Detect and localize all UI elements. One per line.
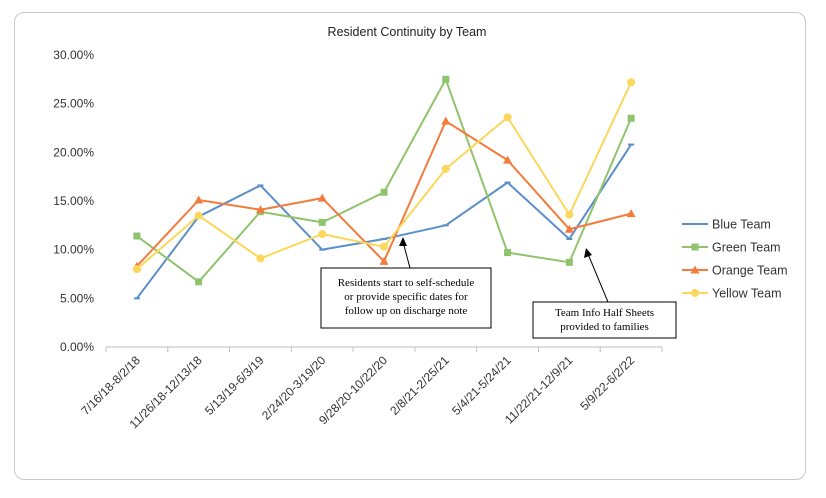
chart-frame (14, 12, 806, 480)
data-point (627, 78, 636, 87)
plot-area (132, 75, 636, 300)
data-point (691, 289, 699, 297)
data-point (132, 265, 141, 274)
legend-label: Yellow Team (712, 287, 782, 301)
y-tick-label: 25.00% (53, 97, 94, 111)
annotation-text: or provide specific dates for (344, 291, 468, 303)
data-point (318, 218, 326, 226)
x-tick-label: 2/24/20-3/19/20 (259, 353, 329, 423)
data-point (318, 230, 327, 239)
data-point (133, 232, 141, 240)
data-point (442, 224, 449, 227)
data-point (317, 193, 327, 202)
x-tick-label: 2/8/21-2/25/21 (387, 353, 452, 418)
y-tick-label: 0.00% (60, 340, 94, 354)
y-tick-label: 20.00% (53, 145, 94, 159)
annotation-text: provided to families (560, 321, 649, 333)
data-point (256, 254, 265, 263)
data-point (504, 181, 511, 184)
data-point (691, 243, 699, 251)
data-point (379, 256, 389, 265)
x-tick-label: 7/16/18-8/2/18 (78, 353, 143, 418)
data-point (504, 249, 512, 257)
data-point (195, 278, 203, 286)
legend: Blue Team Green Team Orange Team Yellow Tea… (682, 218, 788, 301)
data-point (692, 223, 698, 225)
series-line (136, 81, 633, 270)
series-line (136, 78, 633, 283)
data-point (626, 209, 636, 218)
series-yellow-team (132, 78, 636, 274)
legend-label: Orange Team (712, 264, 788, 278)
data-point (380, 242, 388, 251)
data-point (565, 258, 573, 266)
data-point (194, 195, 204, 204)
legend-item: Orange Team (682, 264, 788, 278)
data-point (566, 237, 573, 240)
data-point (627, 114, 635, 122)
data-point (503, 155, 513, 164)
series-orange-team (132, 116, 636, 270)
data-point (441, 116, 451, 125)
annotation-text: Team Info Half Sheets (555, 307, 654, 319)
y-axis: 0.00% 5.00% 10.00% 15.00% 20.00% 25.00% 30.00% (53, 48, 94, 354)
data-point (441, 164, 450, 173)
x-tick-label: 11/22/21-12/9/21 (502, 353, 576, 427)
legend-label: Green Team (712, 241, 781, 255)
x-tick-label: 5/4/21-5/24/21 (449, 353, 514, 418)
y-tick-label: 15.00% (53, 194, 94, 208)
annotation-box (320, 267, 492, 329)
x-tick-label: 5/9/22-6/2/22 (577, 353, 637, 413)
data-point (503, 113, 512, 122)
annotation-arrow (587, 253, 609, 303)
data-point (255, 205, 265, 214)
annotation-arrowhead (399, 237, 407, 246)
y-tick-label: 30.00% (53, 48, 94, 62)
annotation-self-schedule: Residents start to self-schedule or provi… (320, 237, 492, 329)
data-point (690, 265, 700, 274)
y-tick-label: 10.00% (53, 243, 94, 257)
legend-item: Yellow Team (682, 287, 782, 301)
data-point (194, 211, 203, 220)
chart-title: Resident Continuity by Team (328, 25, 487, 39)
annotation-arrowhead (584, 248, 592, 258)
annotation-half-sheets: Team Info Half Sheets provided to familie… (532, 248, 677, 339)
annotations: Residents start to self-schedule or provi… (320, 237, 677, 339)
data-point (381, 237, 387, 240)
annotation-text: Residents start to self-schedule (338, 277, 475, 289)
x-axis: 7/16/18-8/2/1811/26/18-12/13/185/13/19-6… (78, 346, 663, 431)
annotation-box (532, 301, 677, 339)
series-green-team (133, 75, 635, 286)
data-point (133, 297, 140, 300)
data-point (380, 188, 388, 196)
data-point (565, 210, 574, 219)
data-point (257, 184, 264, 187)
y-tick-label: 5.00% (60, 291, 94, 305)
x-tick-label: 5/13/19-6/3/19 (202, 353, 267, 418)
legend-item: Blue Team (682, 218, 771, 232)
legend-item: Green Team (682, 241, 781, 255)
annotation-arrow (402, 241, 411, 269)
data-point (442, 75, 450, 83)
data-point (319, 248, 326, 251)
data-point (628, 143, 635, 146)
data-point (564, 224, 574, 233)
annotation-text: follow up on discharge note (345, 305, 468, 317)
legend-label: Blue Team (712, 218, 771, 232)
